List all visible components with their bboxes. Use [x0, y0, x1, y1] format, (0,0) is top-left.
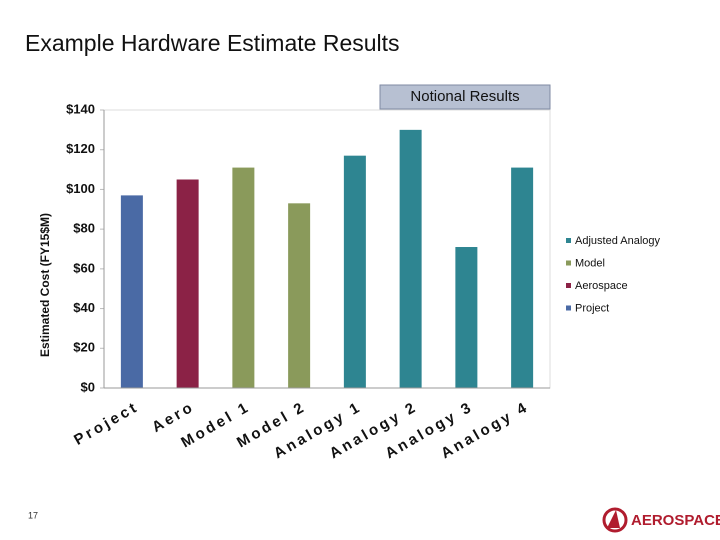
- page-number: 17: [28, 510, 38, 520]
- legend-label: Adjusted Analogy: [575, 235, 661, 247]
- bar: [511, 167, 534, 388]
- bar: [176, 179, 199, 388]
- bar: [288, 203, 311, 388]
- y-tick-label: $40: [73, 300, 95, 315]
- legend-swatch: [566, 305, 571, 311]
- y-tick-label: $60: [73, 260, 95, 275]
- logo-a: [607, 510, 620, 528]
- y-tick-label: $100: [66, 181, 95, 196]
- bar: [455, 247, 478, 388]
- legend-label: Project: [575, 302, 609, 314]
- slide-title: Example Hardware Estimate Results: [25, 30, 400, 56]
- bar: [343, 155, 366, 388]
- y-axis-label: Estimated Cost (FY15$M): [38, 213, 52, 357]
- plot-area: [103, 109, 551, 389]
- legend-swatch: [566, 238, 571, 243]
- legend-label: Aerospace: [575, 280, 628, 292]
- logo-mark: [602, 507, 628, 533]
- bar: [232, 167, 255, 388]
- badge: Notional Results: [410, 88, 519, 105]
- legend-label: Model: [575, 257, 605, 269]
- bar: [120, 195, 143, 388]
- legend-swatch: [566, 260, 571, 266]
- logo-text: AEROSPACE: [631, 512, 720, 529]
- y-tick-label: $20: [73, 340, 95, 355]
- y-tick-label: $120: [66, 141, 95, 156]
- y-tick-label: $140: [66, 101, 95, 116]
- y-tick-label: $80: [73, 221, 95, 236]
- bar: [399, 129, 422, 388]
- badge-box: [379, 84, 551, 110]
- y-tick-label: $0: [81, 379, 95, 394]
- legend-swatch: [566, 283, 571, 288]
- logo: AEROSPACE: [602, 507, 720, 533]
